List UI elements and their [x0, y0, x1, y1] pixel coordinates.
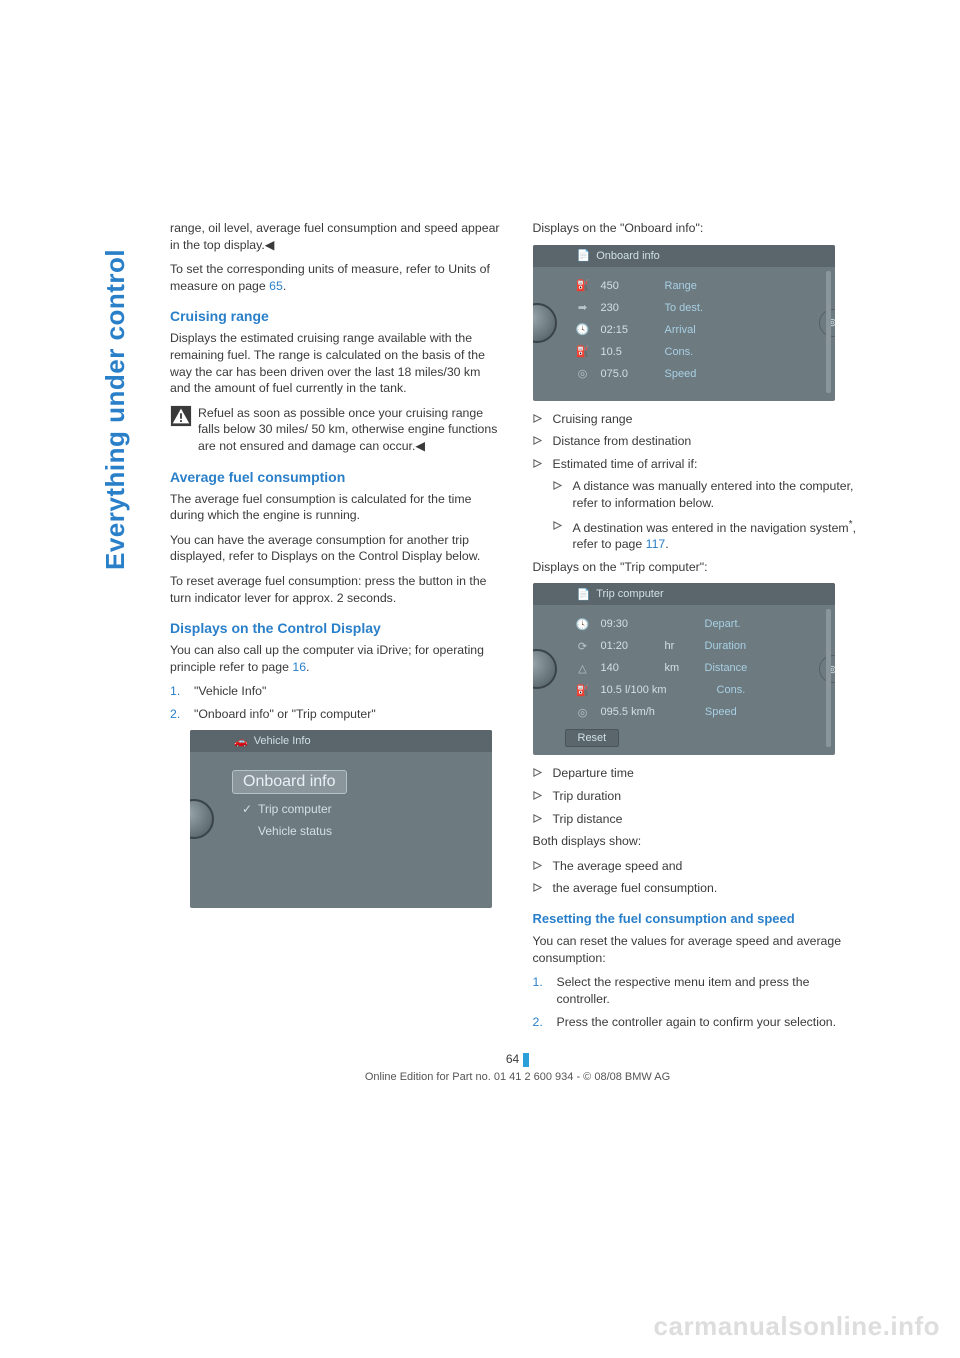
menu-item: Vehicle status: [232, 820, 476, 842]
bullet-list: The average speed and the average fuel co…: [533, 858, 866, 897]
arrow-icon: ➡: [575, 301, 591, 314]
page-ref-link[interactable]: 65: [269, 279, 283, 293]
menu-item: ✓Trip computer: [232, 798, 476, 820]
scroll-indicator: [826, 609, 831, 747]
triangle-bullet-icon: [533, 765, 545, 782]
info-icon: 📄: [577, 588, 591, 601]
idrive-screenshot-vehicle-info: 🚗 Vehicle Info Onboard info ✓Trip comput…: [190, 730, 492, 908]
page-content: range, oil level, average fuel consumpti…: [170, 220, 865, 1083]
bullet-list: Cruising range Distance from destination E…: [533, 411, 866, 473]
list-item: 2.Press the controller again to confirm …: [533, 1014, 866, 1031]
body-text: Displays the estimated cruising range av…: [170, 330, 503, 396]
body-text: You can also call up the computer via iD…: [170, 642, 503, 675]
clock-icon: 🕓: [575, 618, 591, 631]
menu-item-selected: Onboard info: [232, 770, 347, 794]
idrive-screenshot-trip-computer: 📄 Trip computer ⊚ 🕓09:30Depart.⟳01:20hrD…: [533, 583, 835, 755]
triangle-bullet-icon: [533, 411, 545, 428]
fuel-icon: ⛽: [575, 279, 591, 292]
body-text: Displays on the "Trip computer":: [533, 559, 866, 576]
heading-reset-fuel: Resetting the fuel consumption and speed: [533, 911, 866, 927]
data-row: ⟳01:20hrDuration: [575, 635, 819, 657]
car-icon: 🚗: [234, 735, 248, 748]
body-text: Both displays show:: [533, 833, 866, 850]
triangle-bullet-icon: [533, 456, 545, 473]
data-row: ⛽10.5 l/100 kmCons.: [575, 679, 819, 701]
triangle-bullet-icon: [553, 478, 565, 511]
body-text: To reset average fuel consumption: press…: [170, 573, 503, 606]
list-item: Estimated time of arrival if:: [533, 456, 866, 473]
list-item: A destination was entered in the navigat…: [553, 518, 866, 553]
section-title-vertical: Everything under control: [100, 249, 131, 570]
list-item: Trip distance: [533, 811, 866, 828]
list-item: Departure time: [533, 765, 866, 782]
body-text: range, oil level, average fuel consumpti…: [170, 220, 503, 253]
data-row: ⛽10.5Cons.: [575, 341, 819, 363]
heading-cruising-range: Cruising range: [170, 308, 503, 324]
data-row: △140kmDistance: [575, 657, 819, 679]
page-ref-link[interactable]: 117: [646, 537, 666, 551]
triangle-bullet-icon: [533, 433, 545, 450]
footer-text: Online Edition for Part no. 01 41 2 600 …: [170, 1071, 865, 1083]
page-ref-link[interactable]: 16: [292, 660, 306, 674]
body-text: To set the corresponding units of measur…: [170, 261, 503, 294]
list-item: 1."Vehicle Info": [170, 683, 503, 700]
ordered-list: 1."Vehicle Info" 2."Onboard info" or "Tr…: [170, 683, 503, 722]
data-row: ◎075.0Speed: [575, 363, 819, 385]
left-column: range, oil level, average fuel consumpti…: [170, 220, 503, 1038]
list-item: Trip duration: [533, 788, 866, 805]
list-item: Cruising range: [533, 411, 866, 428]
data-row: 🕓02:15Arrival: [575, 319, 819, 341]
list-item: 2."Onboard info" or "Trip computer": [170, 706, 503, 723]
idrive-screenshot-onboard-info: 📄 Onboard info ⊚ ⛽450Range➡230To dest.🕓0…: [533, 245, 835, 401]
bullet-list: Departure time Trip duration Trip distance: [533, 765, 866, 827]
body-text: Displays on the "Onboard info":: [533, 220, 866, 237]
list-item: The average speed and: [533, 858, 866, 875]
watermark: carmanualsonline.info: [654, 1311, 940, 1342]
dist-icon: △: [575, 662, 591, 675]
body-text: You can have the average consumption for…: [170, 532, 503, 565]
page-number: 64: [170, 1052, 865, 1067]
speed-icon: ◎: [575, 367, 591, 380]
timer-icon: ⟳: [575, 640, 591, 653]
list-item: the average fuel consumption.: [533, 880, 866, 897]
body-text: The average fuel consumption is calculat…: [170, 491, 503, 524]
heading-avg-fuel: Average fuel consumption: [170, 469, 503, 485]
pump-icon: ⛽: [575, 345, 591, 358]
list-item: A distance was manually entered into the…: [553, 478, 866, 511]
warning-icon: [170, 405, 192, 427]
list-item: Distance from destination: [533, 433, 866, 450]
body-text: You can reset the values for average spe…: [533, 933, 866, 966]
screenshot-title: Onboard info: [596, 250, 660, 262]
right-column: Displays on the "Onboard info": 📄 Onboar…: [533, 220, 866, 1038]
ordered-list: 1.Select the respective menu item and pr…: [533, 974, 866, 1030]
triangle-bullet-icon: [553, 518, 565, 553]
scroll-indicator: [826, 271, 831, 393]
info-icon: 📄: [577, 249, 591, 262]
screenshot-title: Vehicle Info: [254, 735, 311, 747]
warning-box: Refuel as soon as possible once your cru…: [170, 405, 503, 455]
screenshot-title: Trip computer: [596, 588, 663, 600]
data-row: ◎095.5 km/hSpeed: [575, 701, 819, 723]
reset-button: Reset: [565, 729, 620, 747]
triangle-bullet-icon: [533, 811, 545, 828]
clock-icon: 🕓: [575, 323, 591, 336]
pump-icon: ⛽: [575, 684, 591, 697]
data-row: 🕓09:30Depart.: [575, 613, 819, 635]
data-row: ➡230To dest.: [575, 297, 819, 319]
nested-list: A distance was manually entered into the…: [553, 478, 866, 552]
triangle-bullet-icon: [533, 788, 545, 805]
heading-control-display: Displays on the Control Display: [170, 620, 503, 636]
triangle-bullet-icon: [533, 880, 545, 897]
speed-icon: ◎: [575, 706, 591, 719]
triangle-bullet-icon: [533, 858, 545, 875]
warning-text: Refuel as soon as possible once your cru…: [198, 405, 503, 455]
list-item: 1.Select the respective menu item and pr…: [533, 974, 866, 1007]
data-row: ⛽450Range: [575, 275, 819, 297]
